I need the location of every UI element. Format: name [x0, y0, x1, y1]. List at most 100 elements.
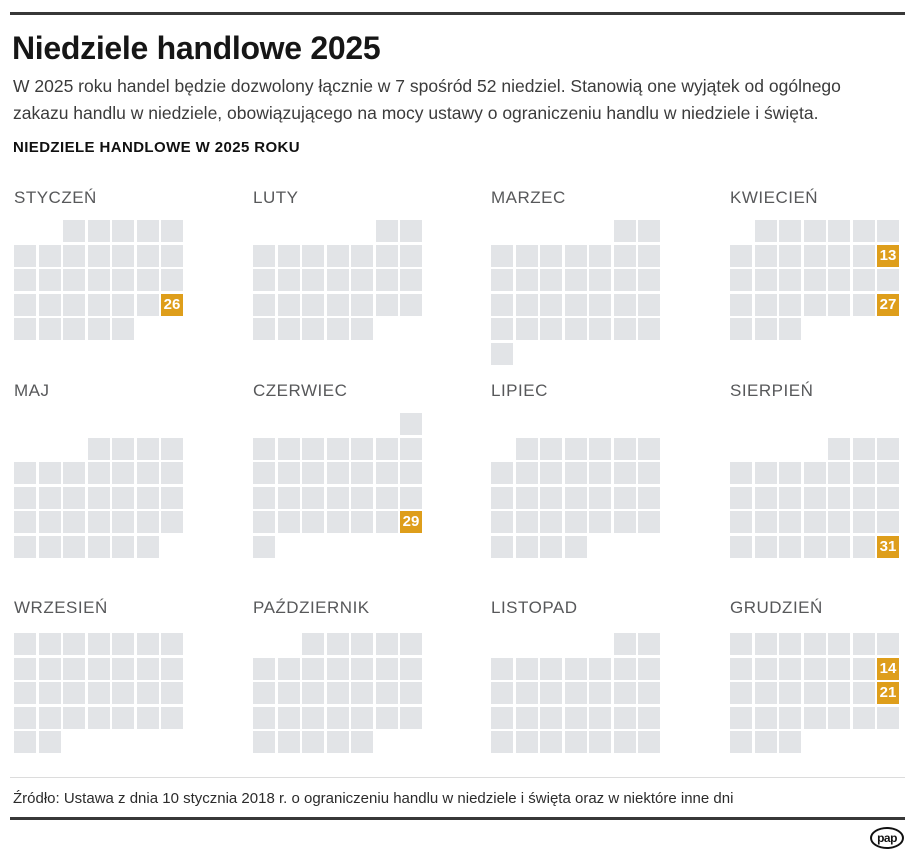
day-cell	[638, 438, 660, 460]
day-cell	[39, 707, 61, 729]
day-cell	[755, 731, 777, 753]
day-cell	[755, 707, 777, 729]
day-cell	[327, 731, 349, 753]
day-cell	[755, 633, 777, 655]
day-cell	[39, 487, 61, 509]
day-cell	[755, 487, 777, 509]
day-cell	[614, 318, 636, 340]
day-cell	[161, 462, 183, 484]
day-cell	[400, 294, 422, 316]
day-cell	[39, 511, 61, 533]
day-cell	[88, 487, 110, 509]
day-cell	[565, 245, 587, 267]
day-cell	[327, 511, 349, 533]
day-cell	[351, 318, 373, 340]
day-cell	[351, 731, 373, 753]
day-cell	[540, 682, 562, 704]
day-cell	[589, 294, 611, 316]
day-cell	[589, 318, 611, 340]
day-cell	[302, 269, 324, 291]
day-cell	[565, 511, 587, 533]
intro-text-line-1: W 2025 roku handel będzie dozwolony łącz…	[13, 76, 841, 96]
day-cell	[253, 318, 275, 340]
day-cell	[828, 707, 850, 729]
day-cell	[39, 731, 61, 753]
day-cell	[755, 245, 777, 267]
day-cell	[400, 413, 422, 435]
day-cell	[88, 462, 110, 484]
day-cell	[14, 269, 36, 291]
day-cell	[327, 633, 349, 655]
day-cell	[779, 487, 801, 509]
day-cell	[376, 438, 398, 460]
day-cell	[351, 462, 373, 484]
day-cell	[828, 220, 850, 242]
day-cell	[614, 438, 636, 460]
day-cell	[730, 511, 752, 533]
day-cell	[730, 294, 752, 316]
day-cell	[565, 438, 587, 460]
day-cell	[516, 318, 538, 340]
day-cell	[853, 438, 875, 460]
day-cell	[88, 536, 110, 558]
day-cell	[112, 487, 134, 509]
day-cell	[730, 536, 752, 558]
section-heading: NIEDZIELE HANDLOWE W 2025 ROKU	[13, 139, 301, 156]
day-cell	[540, 318, 562, 340]
day-cell	[112, 511, 134, 533]
day-cell	[804, 220, 826, 242]
day-cell	[137, 438, 159, 460]
day-cell	[853, 707, 875, 729]
day-cell	[253, 707, 275, 729]
day-cell	[137, 682, 159, 704]
day-cell	[88, 707, 110, 729]
day-cell	[400, 269, 422, 291]
day-cell	[376, 682, 398, 704]
day-cell	[540, 294, 562, 316]
day-cell	[376, 294, 398, 316]
day-cell	[400, 220, 422, 242]
day-cell	[278, 294, 300, 316]
day-cell	[491, 511, 513, 533]
day-cell	[278, 487, 300, 509]
day-cell	[540, 536, 562, 558]
day-cell	[88, 438, 110, 460]
day-cell	[614, 682, 636, 704]
pap-logo-text: pap	[877, 831, 897, 845]
day-cell	[491, 269, 513, 291]
day-cell	[302, 633, 324, 655]
day-cell	[376, 269, 398, 291]
source-text: Źródło: Ustawa z dnia 10 stycznia 2018 r…	[13, 790, 734, 807]
day-cell	[161, 438, 183, 460]
day-cell	[877, 511, 899, 533]
day-cell	[161, 487, 183, 509]
day-cell	[877, 462, 899, 484]
month-label: CZERWIEC	[253, 381, 348, 400]
day-cell	[614, 294, 636, 316]
day-cell	[137, 511, 159, 533]
bottom-rule	[10, 817, 905, 820]
day-cell	[779, 633, 801, 655]
day-cell	[161, 633, 183, 655]
day-cell	[755, 269, 777, 291]
day-cell	[302, 658, 324, 680]
month-label: STYCZEŃ	[14, 188, 97, 207]
day-cell	[112, 536, 134, 558]
shopping-sunday-27: 27	[877, 294, 899, 316]
day-cell	[828, 438, 850, 460]
day-cell	[400, 633, 422, 655]
day-cell	[565, 731, 587, 753]
day-cell	[161, 220, 183, 242]
day-cell	[877, 220, 899, 242]
day-cell	[137, 294, 159, 316]
day-cell	[828, 462, 850, 484]
day-cell	[278, 245, 300, 267]
month-11: LISTOPAD	[491, 599, 663, 753]
day-cell	[39, 269, 61, 291]
day-cell	[638, 487, 660, 509]
day-cell	[730, 245, 752, 267]
day-cell	[638, 269, 660, 291]
day-cell	[14, 731, 36, 753]
day-cell	[638, 707, 660, 729]
day-cell	[88, 633, 110, 655]
